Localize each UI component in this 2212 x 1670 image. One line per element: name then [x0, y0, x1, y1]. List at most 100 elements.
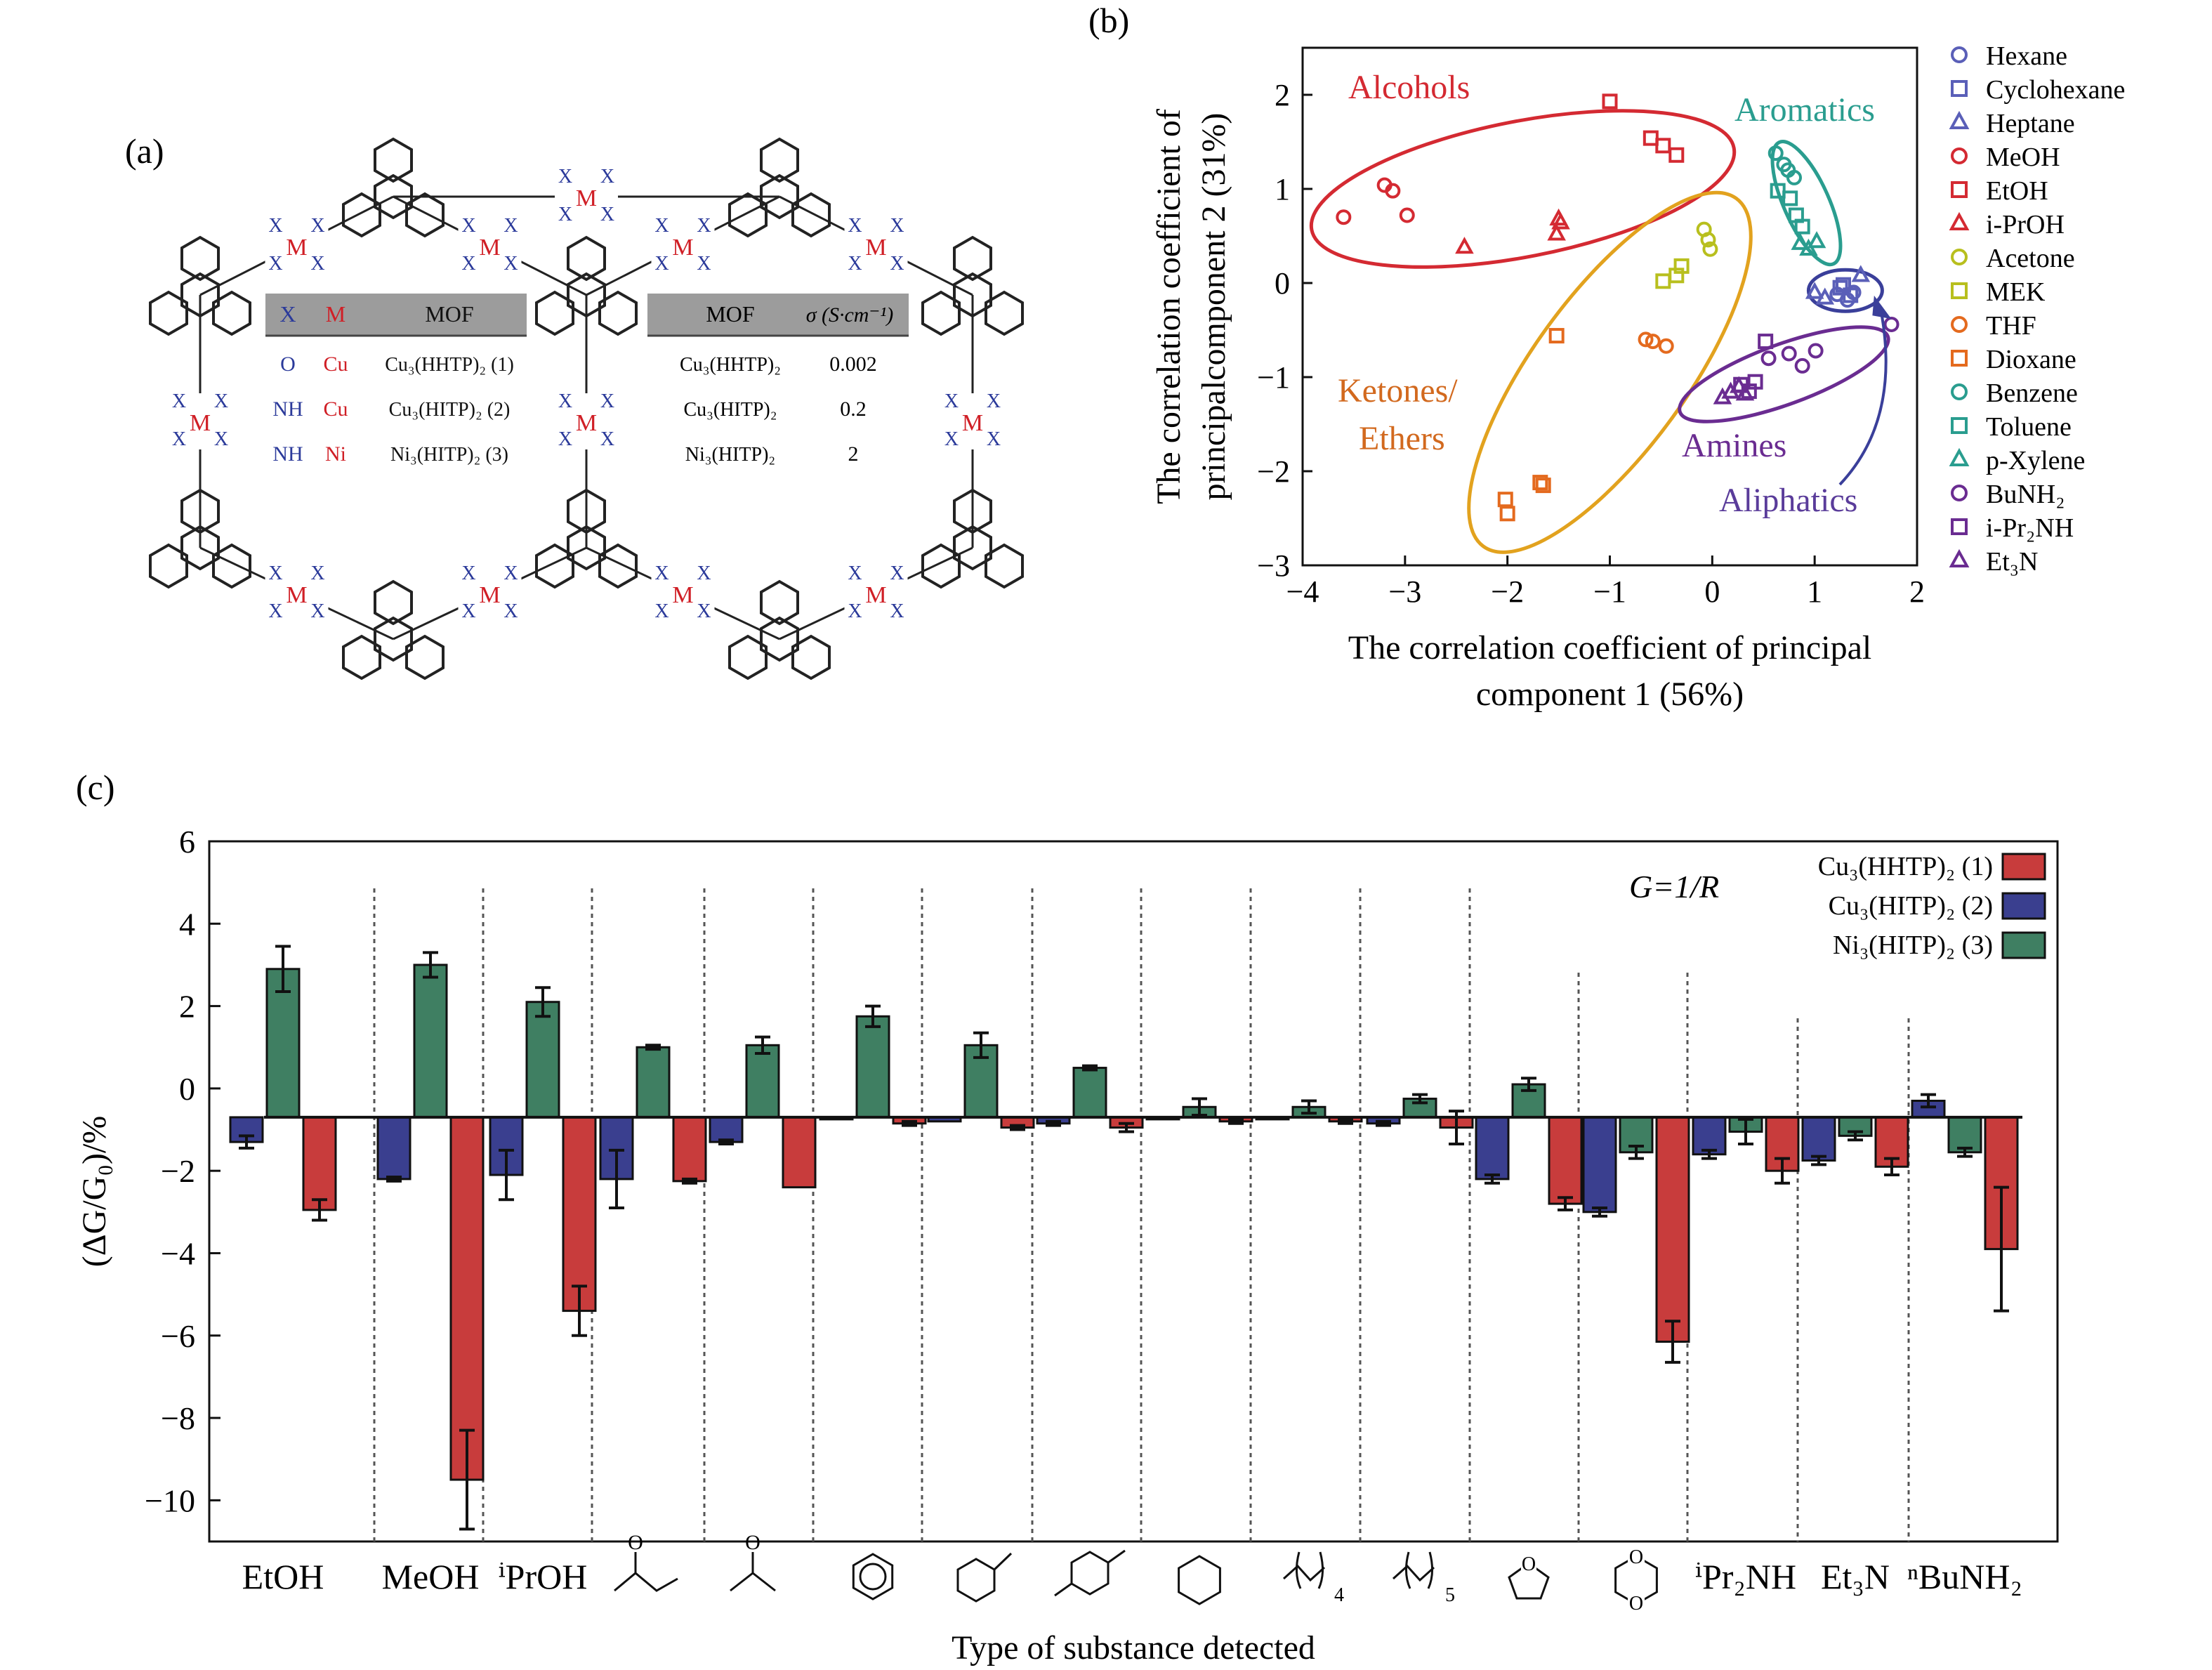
scatter-point: [1794, 357, 1810, 374]
scatter-point: [1735, 383, 1755, 401]
y-tick-label: −2: [1257, 454, 1290, 489]
atom-label: O: [1629, 1593, 1643, 1615]
benzene-ring: [791, 634, 831, 681]
scatter-point: [1951, 417, 1968, 434]
benzene-ring: [953, 235, 992, 282]
plot-frame: [208, 840, 2059, 1543]
scatter-point: [1760, 350, 1777, 367]
table-right-cell-mof: Ni₃(HITP)₂: [685, 444, 775, 466]
legend-label: MeOH: [1986, 143, 2060, 172]
linker-atom-label: X: [697, 600, 711, 622]
linker-atom-label: X: [600, 204, 614, 225]
category-label: MeOH: [382, 1557, 480, 1596]
annotation-arrowhead: [1872, 295, 1892, 320]
scatter-point: [1673, 258, 1690, 274]
benzene-ring: [180, 525, 220, 571]
triphenylene-unit: [342, 579, 445, 681]
linker-atom-label: X: [890, 600, 904, 622]
scatter-point: [1951, 80, 1968, 97]
linker-atom-label: X: [558, 428, 572, 450]
group-label: Aromatics: [1734, 91, 1875, 129]
triphenylene-unit: [728, 137, 831, 238]
linker-atom-label: X: [697, 563, 711, 584]
benzene-ring: [374, 173, 413, 220]
bar: [1582, 1116, 1617, 1214]
linker-atom-label: X: [848, 215, 862, 237]
table-left-body: [265, 336, 527, 476]
metal-node-bg: [555, 393, 618, 449]
scatter-point: [1791, 232, 1810, 250]
scatter-point: [1951, 249, 1968, 265]
scatter-point: [1949, 110, 1970, 129]
scatter-point: [1949, 548, 1970, 567]
annotation-arrow: [1838, 315, 1888, 486]
scatter-point: [1836, 277, 1851, 293]
legend-label: EtOH: [1986, 176, 2048, 206]
scatter-point: [1782, 190, 1798, 206]
y-tick-label: −4: [161, 1235, 195, 1271]
metal-node-bg: [169, 393, 232, 449]
table-left-cell-mof: Ni₃(HITP)₂ (3): [390, 444, 508, 466]
legend-label: Hexane: [1986, 41, 2067, 71]
scatter-point: [1805, 282, 1824, 299]
linker-atom-label: X: [890, 215, 904, 237]
y-tick-label: 1: [1275, 172, 1290, 206]
bar: [636, 1046, 671, 1119]
scatter-point: [1645, 334, 1661, 350]
ring: [1178, 1555, 1221, 1605]
legend-label: i-PrOH: [1986, 210, 2065, 239]
linker-atom-label: X: [654, 600, 669, 622]
triphenylene-unit: [921, 235, 1024, 336]
scatter-point: [1851, 265, 1871, 282]
table-right-cell-mof: Cu₃(HHTP)₂: [680, 354, 781, 376]
metal-label: M: [672, 582, 693, 608]
metal-label: M: [479, 235, 500, 261]
linker-atom-label: X: [558, 204, 572, 225]
bond: [1282, 1564, 1326, 1582]
benzene-ring: [598, 543, 638, 589]
bracket: [1296, 1551, 1324, 1589]
metal-node-bg: [555, 169, 618, 225]
table-left-cell-x: NH: [272, 397, 303, 421]
linker-atom-label: X: [697, 253, 711, 275]
benzene-ring: [212, 290, 251, 336]
legend-label: Cyclohexane: [1986, 75, 2125, 105]
bar: [265, 968, 301, 1119]
benzene-ring: [535, 543, 574, 589]
linker-atom-label: X: [944, 428, 959, 450]
scatter-point: [1758, 334, 1774, 350]
linker-atom-label: X: [654, 563, 669, 584]
y-axis-title: (ΔG/G₀)/%: [76, 1116, 113, 1268]
ring-aromatic: [859, 1563, 887, 1591]
linker-atom-label: X: [461, 563, 475, 584]
scatter-point: [1951, 147, 1968, 164]
linker-atom-label: X: [172, 428, 186, 450]
bar: [782, 1116, 817, 1189]
table-right-cell-sigma: 0.2: [840, 397, 867, 421]
table-left-cell-m: Ni: [325, 442, 346, 466]
cluster-ellipse: [1770, 140, 1843, 267]
atom-bg: [1628, 1548, 1645, 1566]
panel-label-c: (c): [76, 768, 115, 807]
metal-label: M: [576, 410, 597, 436]
legend-label: Toluene: [1986, 412, 2072, 442]
linker-atom-label: X: [503, 563, 518, 584]
triphenylene-unit: [728, 579, 831, 681]
linker-atom-label: X: [654, 215, 669, 237]
molecule-structure: [1054, 1549, 1126, 1597]
annotation: G=1/R: [1629, 869, 1719, 905]
metal-label: M: [962, 410, 983, 436]
legend-label: Ni₃(HITP)₂ (3): [1833, 931, 1993, 960]
table-left-header-cell: M: [326, 301, 345, 327]
table-right-body: [647, 336, 909, 476]
legend-swatch: [2001, 892, 2046, 920]
metal-label: M: [286, 582, 307, 608]
x-axis-title: component 1 (56%): [1476, 676, 1744, 713]
atom-bg: [1521, 1552, 1536, 1572]
scatter-point: [1551, 212, 1570, 230]
metal-label: M: [286, 235, 307, 261]
x-axis-title: The correlation coefficient of principal: [1348, 629, 1871, 666]
y-tick-label: 6: [179, 824, 195, 860]
linker-atom-label: X: [214, 390, 228, 412]
scatter-point: [1658, 338, 1674, 354]
